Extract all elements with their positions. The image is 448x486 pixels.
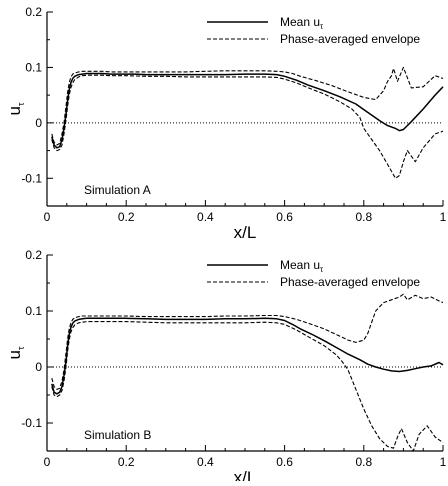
y-tick-label: 0.1 <box>25 304 42 318</box>
x-tick-label: 1 <box>440 455 447 469</box>
series-mean-line <box>51 317 444 395</box>
y-axis-title-sub: τ <box>16 102 26 106</box>
legend-label-main: Phase-averaged envelope <box>280 275 420 289</box>
legend-label-main: Mean u <box>280 15 320 29</box>
x-tick-label: 1 <box>440 210 447 224</box>
x-tick-label: 0 <box>44 455 51 469</box>
y-tick-label: 0.2 <box>25 248 42 262</box>
legend-label-main: Mean u <box>280 258 320 272</box>
y-axis-title-main: u <box>5 106 24 115</box>
y-tick-label: -0.1 <box>21 416 42 430</box>
y-axis-title: uτ <box>5 346 26 359</box>
legend-label-sub: τ <box>320 265 324 274</box>
series-mean-line <box>51 72 444 149</box>
y-tick-label: -0.1 <box>21 171 42 185</box>
panel-label: Simulation B <box>84 428 151 442</box>
y-tick-label: 0.2 <box>25 5 42 19</box>
series-envelope-lower <box>51 321 444 452</box>
y-tick-label: 0.1 <box>25 60 42 74</box>
series-envelope-upper <box>51 293 444 390</box>
x-tick-label: 0.8 <box>355 210 372 224</box>
x-tick-label: 0.4 <box>197 210 214 224</box>
series-envelope-lower <box>51 74 444 179</box>
legend-label-mean: Mean uτ <box>280 15 324 31</box>
x-axis-title: x/L <box>234 223 257 242</box>
y-tick-label: 0 <box>35 116 42 130</box>
x-tick-label: 0.6 <box>276 210 293 224</box>
legend-label-sub: τ <box>320 22 324 31</box>
y-axis-title-sub: τ <box>16 346 26 350</box>
y-tick-label: 0 <box>35 360 42 374</box>
legend-label-mean: Mean uτ <box>280 258 324 274</box>
y-axis-title: uτ <box>5 102 26 115</box>
legend-label-envelope: Phase-averaged envelope <box>280 32 420 46</box>
x-tick-label: 0 <box>44 210 51 224</box>
x-tick-label: 0.6 <box>276 455 293 469</box>
series-envelope-upper <box>51 66 444 146</box>
legend-label-envelope: Phase-averaged envelope <box>280 275 420 289</box>
x-tick-label: 0.4 <box>197 455 214 469</box>
panel-label: Simulation A <box>84 183 151 197</box>
x-tick-label: 0.8 <box>355 455 372 469</box>
legend-label-main: Phase-averaged envelope <box>280 32 420 46</box>
x-tick-label: 0.2 <box>118 455 135 469</box>
y-axis-title-main: u <box>5 350 24 359</box>
x-tick-label: 0.2 <box>118 210 135 224</box>
x-axis-title: x/L <box>234 468 257 481</box>
